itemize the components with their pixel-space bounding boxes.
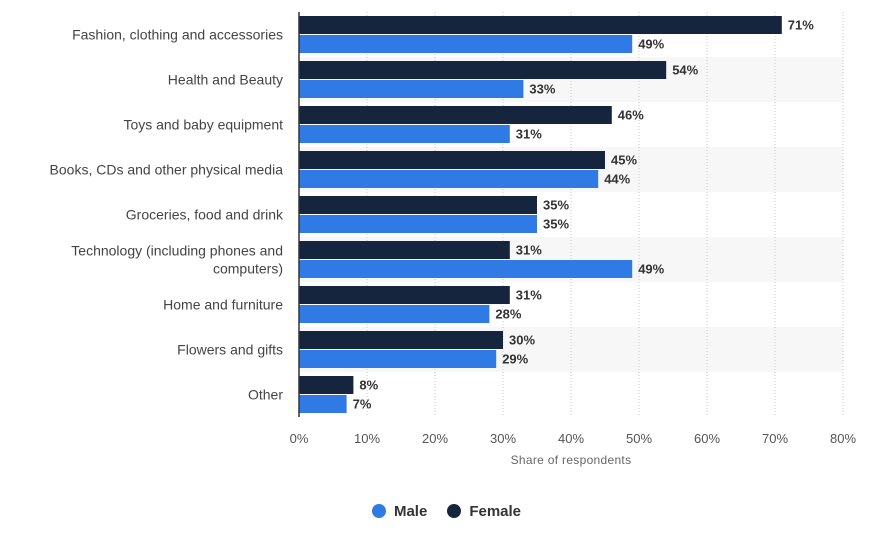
x-tick-label: 50%: [626, 431, 652, 446]
chart-legend: Male Female: [0, 500, 893, 522]
data-label-female: 54%: [672, 63, 698, 78]
bar-female: [299, 151, 605, 169]
category-label: Home and furniture: [163, 297, 283, 313]
data-label-female: 45%: [611, 153, 637, 168]
category-label: Other: [248, 387, 283, 403]
x-tick-label: 40%: [558, 431, 584, 446]
bar-male: [299, 215, 537, 233]
x-tick-label: 30%: [490, 431, 516, 446]
data-label-male: 33%: [529, 82, 555, 97]
bar-female: [299, 61, 667, 79]
x-tick-label: 60%: [694, 431, 720, 446]
data-label-male: 44%: [604, 172, 630, 187]
bar-male: [299, 395, 347, 413]
bar-male: [299, 305, 490, 323]
category-label: Toys and baby equipment: [123, 117, 283, 133]
bar-female: [299, 331, 503, 349]
bar-male: [299, 80, 524, 98]
legend-marker-female: [447, 504, 462, 518]
legend-item-female[interactable]: Female: [447, 503, 521, 520]
x-tick-label: 0%: [290, 431, 309, 446]
legend-label-female: Female: [469, 502, 522, 520]
bar-female: [299, 286, 510, 304]
data-label-male: 29%: [502, 352, 528, 367]
legend-item-male[interactable]: Male: [371, 502, 428, 520]
category-label: Flowers and gifts: [177, 342, 283, 358]
data-label-female: 46%: [618, 108, 644, 123]
bar-male: [299, 350, 497, 368]
bar-female: [299, 106, 612, 124]
bar-male: [299, 35, 633, 53]
bar-female: [299, 196, 537, 214]
data-label-female: 35%: [543, 198, 569, 213]
data-label-female: 30%: [509, 333, 535, 348]
category-label: Groceries, food and drink: [126, 207, 284, 223]
data-label-female: 8%: [359, 378, 378, 393]
legend-label-male: Male: [393, 502, 428, 520]
data-label-male: 49%: [638, 262, 664, 277]
x-tick-label: 80%: [830, 431, 856, 446]
x-tick-label: 20%: [422, 431, 448, 446]
bar-male: [299, 125, 510, 143]
bar-female: [299, 16, 782, 34]
legend-marker-male: [371, 504, 386, 518]
data-label-male: 31%: [516, 127, 542, 142]
data-label-male: 28%: [495, 307, 521, 322]
data-label-female: 71%: [788, 18, 814, 33]
data-label-male: 35%: [543, 217, 569, 232]
data-label-female: 31%: [516, 243, 542, 258]
bar-female: [299, 241, 510, 259]
bar-male: [299, 170, 599, 188]
data-label-male: 7%: [353, 397, 372, 412]
category-label: Fashion, clothing and accessories: [72, 27, 283, 43]
data-label-female: 31%: [516, 288, 542, 303]
bar-chart: 0% 10% 20% 30% 40% 50% 60% 70% 80% Share of respo…: [50, 12, 856, 467]
category-label: Health and Beauty: [168, 72, 283, 88]
bar-male: [299, 260, 633, 278]
category-label: Books, CDs and other physical media: [50, 162, 284, 178]
data-label-male: 49%: [638, 37, 664, 52]
x-axis-title: Share of respondents: [511, 453, 632, 467]
x-tick-label: 70%: [762, 431, 788, 446]
bar-female: [299, 376, 354, 394]
x-tick-label: 10%: [354, 431, 380, 446]
category-label: Technology (including phones and computer…: [71, 243, 283, 277]
